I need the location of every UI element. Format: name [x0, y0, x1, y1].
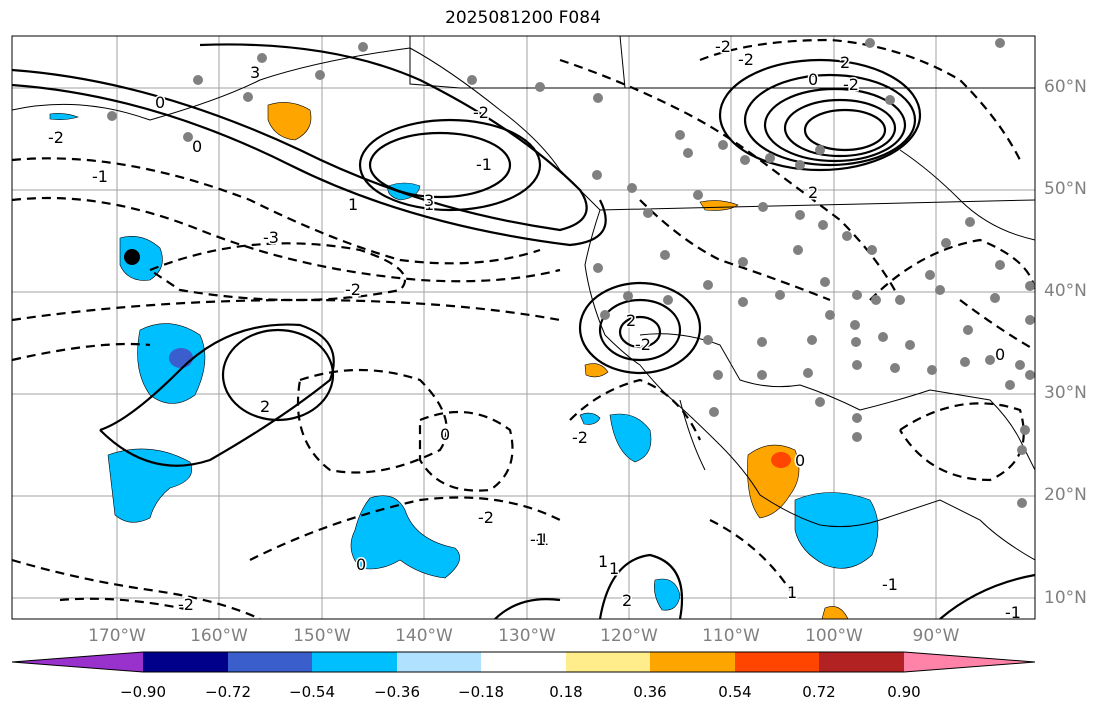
colorbar-tick-label: −0.54 [289, 683, 335, 701]
lon-label: 140°W [395, 626, 453, 646]
contour-label: 2 [626, 311, 636, 330]
contour-label: 1 [598, 552, 608, 571]
shade-blob [267, 102, 312, 141]
contour-label: 0 [192, 137, 202, 156]
contour-label: 1 [424, 195, 434, 214]
colorbar-outline [11, 651, 1036, 673]
contour-label: -2 [715, 37, 731, 56]
shade-dot [124, 249, 140, 265]
colorbar-tick-label: −0.36 [374, 683, 420, 701]
lat-label: 50°N [1044, 179, 1087, 199]
colorbar-tick-label: 0.36 [633, 683, 667, 701]
contour-label: -1 [533, 530, 549, 549]
colorbar-cell [143, 652, 228, 672]
shade-blob [794, 492, 879, 569]
shade-blob [821, 606, 849, 619]
shade-blob [771, 452, 791, 468]
contour-label: 3 [250, 63, 260, 82]
colorbar-tick-label: 0.54 [718, 683, 752, 701]
shade-blob [169, 348, 193, 368]
contour-label: 2 [840, 53, 850, 72]
colorbar-cell [735, 652, 819, 672]
colorbar-cell [904, 652, 1035, 672]
colorbar-cell [312, 652, 397, 672]
contour-label: -2 [635, 335, 651, 354]
lon-label: 130°W [498, 626, 556, 646]
shade-blob [609, 413, 652, 463]
shade-blob [584, 363, 609, 378]
colorbar-tick-label: 0.18 [549, 683, 583, 701]
contour-label: 2 [260, 397, 270, 416]
contour-label: 3 [424, 191, 434, 210]
contour-label: -1 [92, 167, 108, 186]
contour-label: -2 [572, 428, 588, 447]
lon-label: 90°W [912, 626, 960, 646]
contour-label: -2 [843, 75, 859, 94]
contour-label: -1 [882, 575, 898, 594]
colorbar-tick-label: −0.90 [120, 683, 166, 701]
colorbar-cell [566, 652, 650, 672]
shade-blob [654, 578, 681, 611]
lat-label: 60°N [1044, 77, 1087, 97]
contour-label: 0 [440, 425, 450, 444]
lon-label: 100°W [805, 626, 863, 646]
lon-label: 170°W [88, 626, 146, 646]
contour-label: -2 [48, 128, 64, 147]
contour-label: 1 [787, 583, 797, 602]
contour-label: 0 [808, 70, 818, 89]
contour-label: 0 [995, 345, 1005, 364]
contour-label: 0 [356, 555, 366, 574]
contour-label: -2 [738, 50, 754, 69]
lat-label: 40°N [1044, 281, 1087, 301]
contour-label: 2 [622, 591, 632, 610]
lon-label: 120°W [600, 626, 658, 646]
colorbar-cell [650, 652, 735, 672]
shade-blob [579, 412, 601, 425]
shade-blob [49, 113, 79, 120]
contour-label: -2 [345, 280, 361, 299]
solid-contours [12, 43, 1035, 619]
contour-label: -2 [478, 508, 494, 527]
contour-label: -1 [476, 155, 492, 174]
map-frame [11, 35, 1036, 620]
map-title: 2025081200 F084 [445, 8, 601, 28]
contour-label: -1 [530, 530, 546, 549]
contour-label: 0 [795, 451, 805, 470]
colorbar-tick-label: 0.72 [802, 683, 836, 701]
contour-label: 1 [348, 195, 358, 214]
contour-label: 2 [808, 183, 818, 202]
colorbar-cells [12, 652, 1035, 672]
contour-label: 0 [155, 93, 165, 112]
lat-label: 10°N [1044, 588, 1087, 608]
colorbar-tick-label: 0.90 [887, 683, 921, 701]
lon-label: 110°W [702, 626, 760, 646]
contour-label: -3 [263, 228, 279, 247]
shaded-regions [49, 102, 879, 619]
contour-label: -2 [473, 103, 489, 122]
lat-label: 30°N [1044, 383, 1087, 403]
contour-labels: -2-103-32-210-2-2 2-202-2-11-20-12-2123-2… [47, 36, 1023, 622]
lat-label: 20°N [1044, 485, 1087, 505]
station-dots [107, 38, 1035, 508]
colorbar-cell [397, 652, 481, 672]
lon-label: 150°W [293, 626, 351, 646]
colorbar-cell [819, 652, 904, 672]
shade-blob [107, 448, 193, 523]
contour-label: -1 [1005, 603, 1021, 622]
contour-label: -2 [178, 595, 194, 614]
shade-blob [350, 495, 460, 579]
colorbar-cell [481, 652, 566, 672]
colorbar-tick-label: −0.18 [458, 683, 504, 701]
dashed-contours [12, 38, 1035, 619]
contour-label: 1 [609, 559, 619, 578]
colorbar-cell [228, 652, 312, 672]
colorbar [11, 651, 1036, 673]
colorbar-cell [12, 652, 143, 672]
colorbar-tick-label: −0.72 [205, 683, 251, 701]
lon-label: 160°W [190, 626, 248, 646]
